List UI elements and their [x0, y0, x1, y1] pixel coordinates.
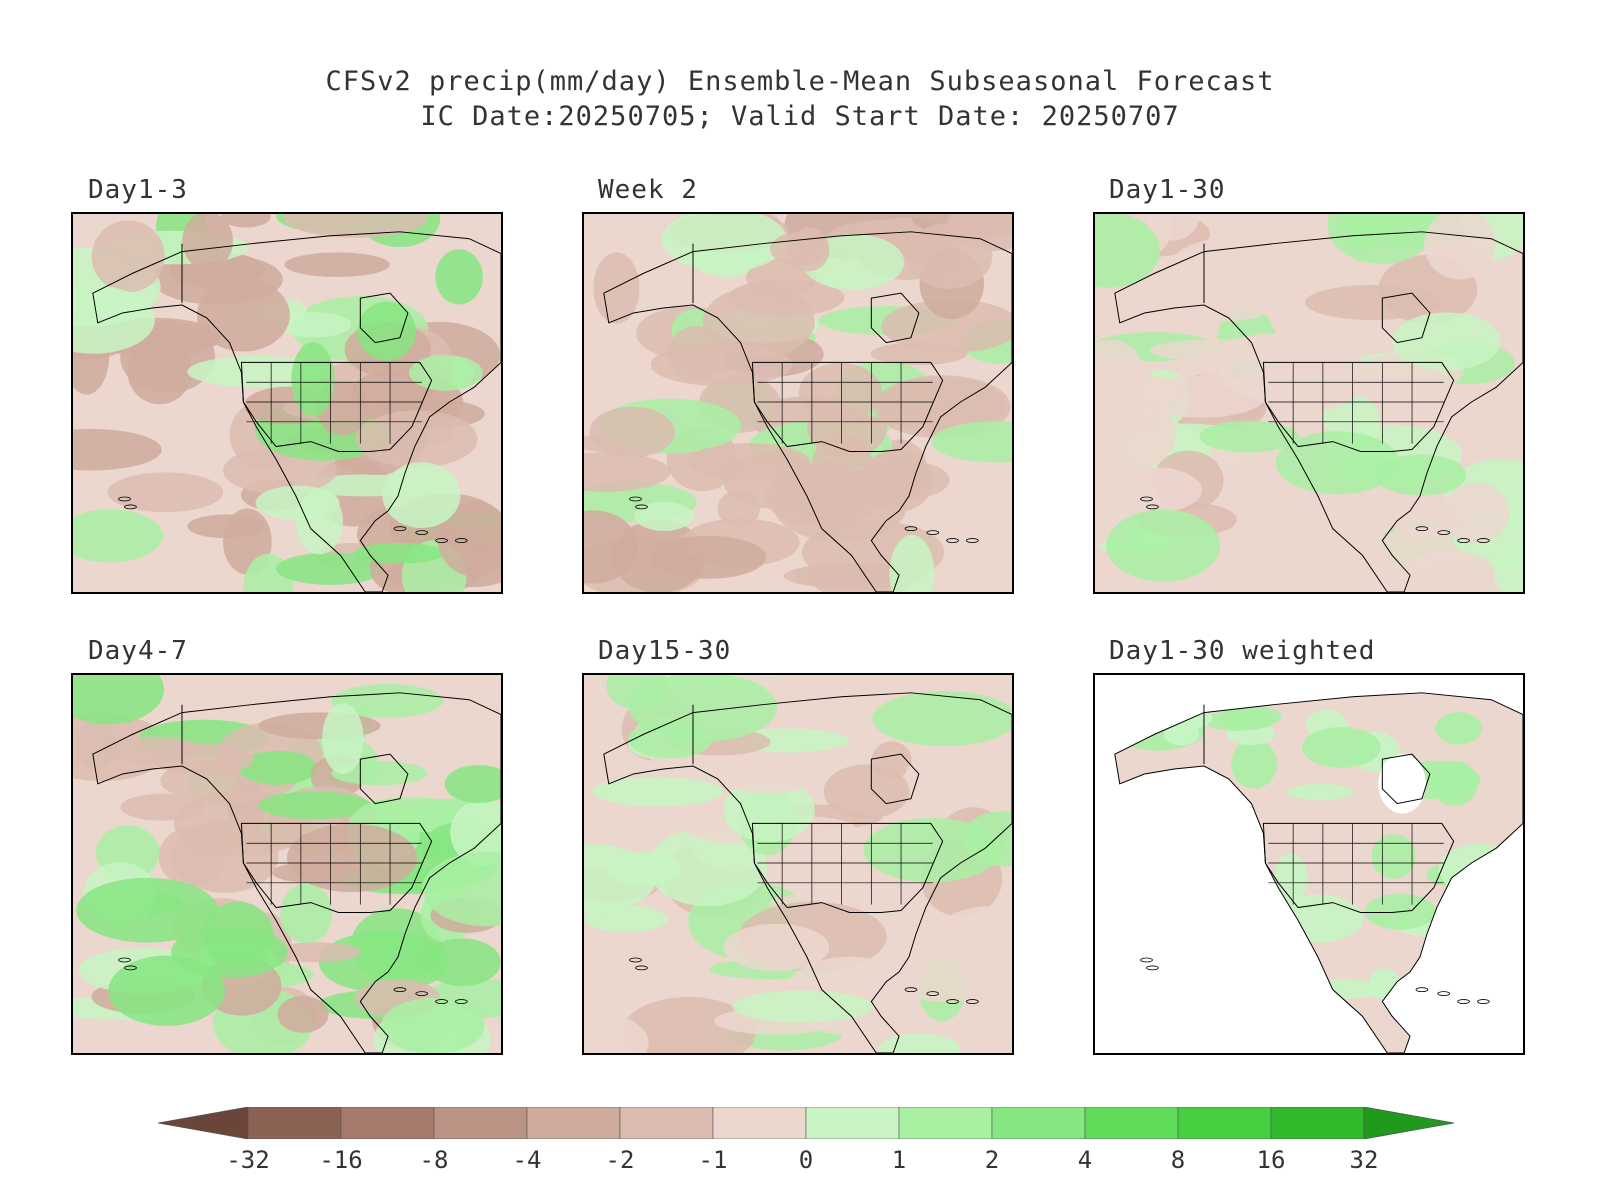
panel-label-day4-7: Day4-7: [88, 636, 188, 666]
colorbar-tick-label: -4: [512, 1146, 542, 1174]
panel-label-day1-30: Day1-30: [1109, 175, 1226, 205]
colorbar-tick-label: 1: [891, 1146, 907, 1174]
colorbar-swatch: [340, 1107, 435, 1139]
colorbar-tick-label: 2: [984, 1146, 1000, 1174]
colorbar-swatch: [805, 1107, 900, 1139]
panel-label-day1-30-weighted: Day1-30 weighted: [1109, 636, 1376, 666]
colorbar-swatch: [526, 1107, 621, 1139]
colorbar-swatch: [247, 1107, 342, 1139]
precip-map: [73, 214, 501, 592]
colorbar-swatch: [1084, 1107, 1179, 1139]
colorbar-tick-label: -2: [605, 1146, 635, 1174]
map-panel-day1-30-weighted: [1093, 673, 1525, 1055]
precip-map: [1114, 692, 1523, 1053]
map-panel-day4-7: [71, 673, 503, 1055]
precip-map: [1095, 214, 1523, 592]
map-panel-day1-3: [71, 212, 503, 594]
colorbar-swatch: [1177, 1107, 1272, 1139]
map-panel-week2: [582, 212, 1014, 594]
colorbar-tick-label: 32: [1349, 1146, 1379, 1174]
colorbar-tick-label: 4: [1077, 1146, 1093, 1174]
panel-label-day15-30: Day15-30: [598, 636, 732, 666]
chart-title: CFSv2 precip(mm/day) Ensemble-Mean Subse…: [325, 66, 1275, 97]
colorbar-tick-label: 8: [1170, 1146, 1186, 1174]
colorbar-tick-label: -1: [698, 1146, 728, 1174]
colorbar-swatch: [991, 1107, 1086, 1139]
map-panel-day1-30: [1093, 212, 1525, 594]
precip-map: [73, 675, 501, 1053]
colorbar: [158, 1107, 1454, 1139]
colorbar-tick-label: -32: [226, 1146, 270, 1174]
map-panel-day15-30: [582, 673, 1014, 1055]
precip-map: [584, 214, 1012, 592]
colorbar-swatch: [1270, 1107, 1365, 1139]
colorbar-swatch: [433, 1107, 528, 1139]
colorbar-tick-label: -8: [419, 1146, 449, 1174]
colorbar-arrow-left: [158, 1107, 249, 1139]
colorbar-tick-label: -16: [319, 1146, 363, 1174]
chart-subtitle: IC Date:20250705; Valid Start Date: 2025…: [420, 101, 1180, 132]
colorbar-tick-label: 16: [1256, 1146, 1286, 1174]
colorbar-swatch: [712, 1107, 807, 1139]
colorbar-swatch: [619, 1107, 714, 1139]
colorbar-swatch: [898, 1107, 993, 1139]
colorbar-arrow-right: [1363, 1107, 1454, 1139]
precip-map: [584, 675, 1012, 1053]
panel-label-day1-3: Day1-3: [88, 175, 188, 205]
colorbar-tick-label: 0: [798, 1146, 814, 1174]
panel-label-week2: Week 2: [598, 175, 698, 205]
